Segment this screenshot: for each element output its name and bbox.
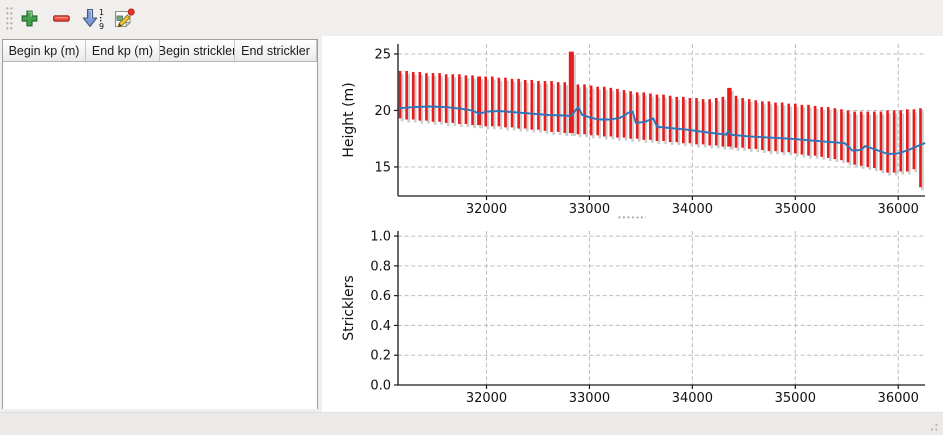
column-header-label: Begin kp (m) <box>8 43 80 58</box>
svg-text:25: 25 <box>374 47 391 62</box>
svg-text:20: 20 <box>374 104 391 119</box>
plus-icon <box>21 10 37 27</box>
svg-text:35000: 35000 <box>775 202 816 217</box>
sort-numeric-down-icon: 1 9 <box>82 8 104 31</box>
svg-text:Stricklers: Stricklers <box>341 275 357 340</box>
column-header-begin-kp[interactable]: Begin kp (m) <box>3 40 86 61</box>
svg-text:1.0: 1.0 <box>370 230 391 245</box>
svg-text:36000: 36000 <box>878 391 919 406</box>
svg-text:34000: 34000 <box>672 202 713 217</box>
status-bar <box>0 412 943 435</box>
svg-text:15: 15 <box>374 160 391 175</box>
minus-icon <box>52 15 70 22</box>
svg-text:35000: 35000 <box>775 391 816 406</box>
svg-text:32000: 32000 <box>466 202 507 217</box>
column-header-end-strickler[interactable]: End strickler <box>235 40 317 61</box>
svg-text:34000: 34000 <box>672 391 713 406</box>
stricklers-chart-canvas: 32000 33000 34000 35000 36000 0.0 0.2 0.4 0.6 0.8… <box>341 230 925 406</box>
svg-text:1: 1 <box>99 8 104 17</box>
svg-text:Height (m): Height (m) <box>341 82 357 157</box>
remove-row-button[interactable] <box>47 4 75 33</box>
toolbar-drag-handle[interactable] <box>6 7 13 30</box>
toolbar: 1 9 <box>0 0 943 37</box>
sort-rows-button[interactable]: 1 9 <box>79 4 107 33</box>
height-chart-canvas: 32000 33000 34000 35000 36000 15 20 25 Height (m… <box>341 44 926 217</box>
svg-text:0.6: 0.6 <box>370 289 391 304</box>
svg-text:0.0: 0.0 <box>370 379 391 394</box>
svg-text:36000: 36000 <box>878 202 919 217</box>
column-header-label: End kp (m) <box>91 43 154 58</box>
strickler-table: Begin kp (m) End kp (m) Begin strickler … <box>2 39 318 409</box>
svg-text:0.4: 0.4 <box>370 319 391 334</box>
table-body-empty[interactable] <box>3 62 317 409</box>
svg-text:32000: 32000 <box>466 391 507 406</box>
svg-text:33000: 33000 <box>569 391 610 406</box>
chart-splitter-handle[interactable] <box>618 216 646 221</box>
charts-panel: 32000 33000 34000 35000 36000 15 20 25 Height (m… <box>322 36 943 412</box>
table-header-row: Begin kp (m) End kp (m) Begin strickler … <box>3 40 317 62</box>
edit-pencil-icon <box>114 8 135 28</box>
column-header-end-kp[interactable]: End kp (m) <box>86 40 160 61</box>
svg-text:9: 9 <box>99 22 104 31</box>
svg-text:0.2: 0.2 <box>370 349 391 364</box>
svg-text:0.8: 0.8 <box>370 259 391 274</box>
column-header-begin-strickler[interactable]: Begin strickler <box>160 40 235 61</box>
edit-button[interactable] <box>110 4 138 33</box>
resize-grip[interactable] <box>926 419 939 432</box>
svg-text:33000: 33000 <box>569 202 610 217</box>
add-row-button[interactable] <box>15 4 43 33</box>
column-header-label: End strickler <box>241 43 310 58</box>
column-header-label: Begin strickler <box>160 43 235 58</box>
